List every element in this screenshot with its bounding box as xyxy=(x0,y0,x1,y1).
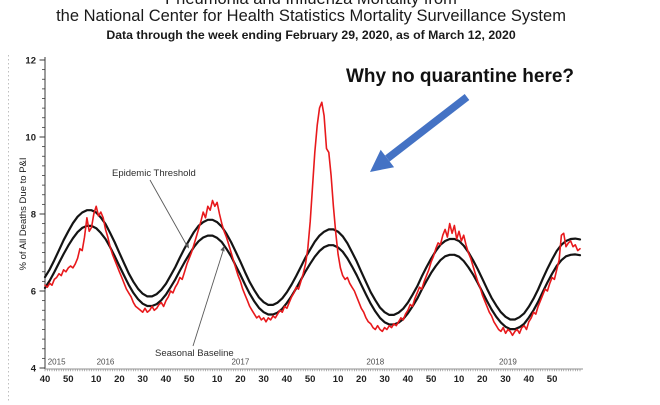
y-tick-label: 6 xyxy=(31,287,36,298)
x-tick-label: 10 xyxy=(91,374,102,385)
x-year-label: 2016 xyxy=(97,358,115,367)
chart-title-line1-text: Pneumonia and Influenza Mortality from xyxy=(0,0,622,8)
x-tick-label: 30 xyxy=(258,374,269,385)
x-tick-label: 50 xyxy=(184,374,195,385)
chart-title-line1-clipped: Pneumonia and Influenza Mortality from xyxy=(0,0,622,8)
seasonal-baseline-pointer-head xyxy=(220,246,225,252)
annotation-text: Why no quarantine here? xyxy=(346,66,575,87)
x-tick-label: 40 xyxy=(524,374,535,385)
x-year-label: 2015 xyxy=(48,358,66,367)
chart-title-line3: Data through the week ending February 29… xyxy=(106,28,516,42)
x-tick-label: 50 xyxy=(63,374,74,385)
seasonal-baseline-pointer xyxy=(192,250,224,347)
y-tick-label: 8 xyxy=(31,210,36,221)
x-tick-label: 30 xyxy=(500,374,511,385)
pni-weekly-line xyxy=(44,101,581,337)
x-tick-label: 50 xyxy=(547,374,558,385)
x-year-label: 2017 xyxy=(231,358,249,367)
epidemic-threshold-label: Epidemic Threshold xyxy=(112,168,196,179)
x-tick-label: 10 xyxy=(454,374,465,385)
y-tick-label: 12 xyxy=(25,56,36,67)
x-tick-label: 10 xyxy=(333,374,344,385)
epidemic-threshold-pointer-head xyxy=(184,243,189,249)
x-tick-label: 40 xyxy=(282,374,293,385)
x-tick-label: 30 xyxy=(137,374,148,385)
annotation-arrow-head xyxy=(370,149,395,172)
x-tick-label: 50 xyxy=(426,374,437,385)
x-year-label: 2019 xyxy=(499,358,517,367)
y-axis-title: % of All Deaths Due to P&I xyxy=(18,157,29,270)
x-tick-label: 10 xyxy=(212,374,223,385)
x-tick-label: 20 xyxy=(114,374,125,385)
chart-title-line2: the National Center for Health Statistic… xyxy=(56,7,566,25)
x-tick-label: 30 xyxy=(379,374,390,385)
annotation-arrow-shaft xyxy=(385,94,470,162)
x-year-label: 2018 xyxy=(366,358,384,367)
epidemic-threshold-pointer xyxy=(149,179,187,245)
seasonal-baseline-line xyxy=(43,224,582,331)
y-tick-label: 4 xyxy=(31,364,37,375)
x-tick-label: 40 xyxy=(403,374,414,385)
x-tick-label: 40 xyxy=(161,374,172,385)
epidemic-threshold-line xyxy=(43,209,582,321)
x-tick-label: 20 xyxy=(477,374,488,385)
y-tick-label: 10 xyxy=(25,133,36,144)
x-tick-label: 40 xyxy=(40,374,51,385)
x-tick-label: 20 xyxy=(356,374,367,385)
seasonal-baseline-label: Seasonal Baseline xyxy=(155,348,234,359)
x-tick-label: 50 xyxy=(305,374,316,385)
x-tick-label: 20 xyxy=(235,374,246,385)
